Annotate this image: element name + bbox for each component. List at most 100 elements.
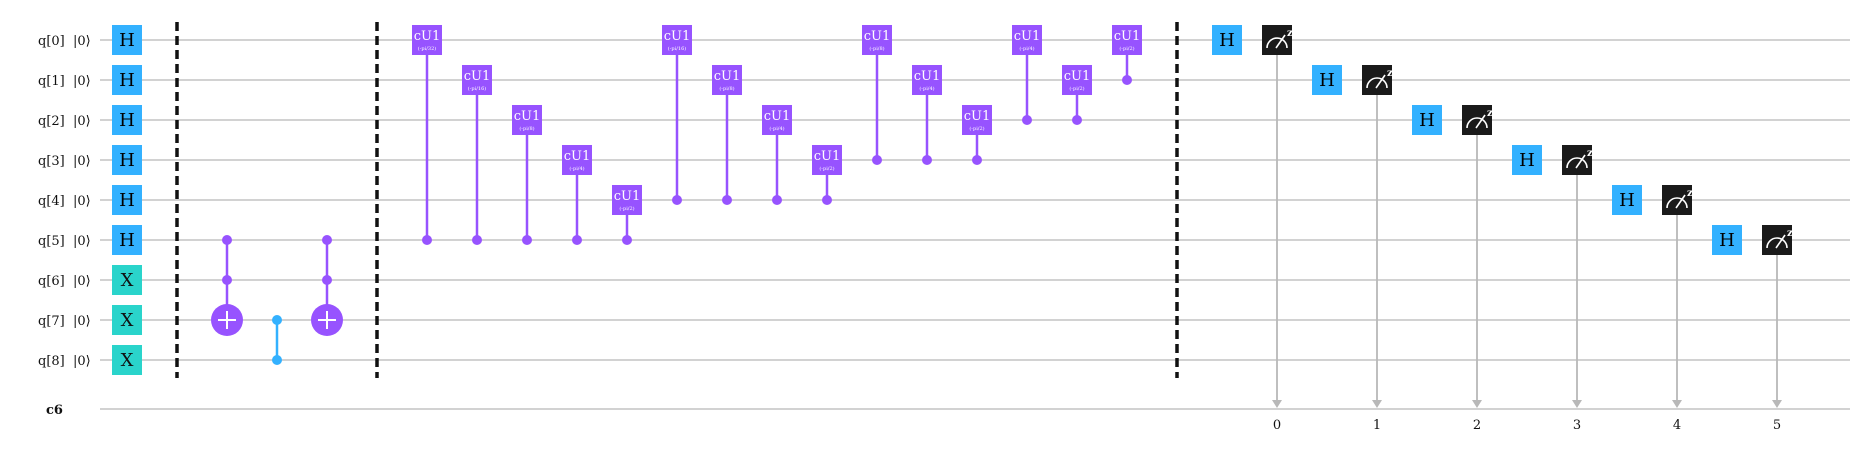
controlled-u1-gate[interactable]: cU1(-pi/4) bbox=[762, 105, 792, 205]
controlled-u1-gate[interactable]: cU1(-pi/4) bbox=[562, 145, 592, 245]
gate-label: H bbox=[1619, 190, 1635, 211]
hadamard-gate[interactable]: H bbox=[1312, 65, 1342, 95]
qubit-label: q[0] bbox=[38, 34, 65, 49]
gate-label: H bbox=[119, 150, 135, 171]
gate-label: H bbox=[119, 30, 135, 51]
gate-box bbox=[812, 145, 842, 175]
qubit-initial-state: |0⟩ bbox=[73, 274, 91, 289]
measure-gate[interactable]: z bbox=[1362, 65, 1393, 408]
controlled-u1-gate[interactable]: cU1(-pi/4) bbox=[912, 65, 942, 165]
meter-needle bbox=[1775, 234, 1786, 249]
control-dot bbox=[672, 195, 682, 205]
controlled-u1-gate[interactable]: cU1(-pi/2) bbox=[1062, 65, 1092, 125]
gate-label: H bbox=[1219, 30, 1235, 51]
meter-box bbox=[1262, 25, 1292, 55]
gate-label: cU1 bbox=[914, 69, 941, 84]
classical-bit-index: 3 bbox=[1573, 418, 1581, 433]
gate-param: (-pi/2) bbox=[619, 205, 634, 212]
measure-gate[interactable]: z bbox=[1662, 185, 1693, 408]
control-dot bbox=[322, 235, 332, 245]
measure-arrow bbox=[1672, 400, 1682, 408]
measure-gate[interactable]: z bbox=[1562, 145, 1593, 408]
controlled-u1-gate[interactable]: cU1(-pi/2) bbox=[812, 145, 842, 205]
qubit-label: q[8] bbox=[38, 354, 65, 369]
hadamard-gate[interactable]: H bbox=[1212, 25, 1242, 55]
controlled-u1-gate[interactable]: cU1(-pi/2) bbox=[612, 185, 642, 245]
gate-param: (-pi/2) bbox=[1069, 85, 1084, 92]
gate-box bbox=[912, 65, 942, 95]
toffoli-gate[interactable] bbox=[211, 235, 243, 336]
hadamard-gate[interactable]: H bbox=[1412, 105, 1442, 135]
gate-box bbox=[662, 25, 692, 55]
gate-box bbox=[112, 145, 142, 175]
gate-box bbox=[1212, 25, 1242, 55]
hadamard-gate[interactable]: H bbox=[1712, 225, 1742, 255]
hadamard-gate[interactable]: H bbox=[112, 25, 142, 55]
measure-arrow bbox=[1572, 400, 1582, 408]
measure-basis: z bbox=[1287, 28, 1293, 39]
control-dot bbox=[472, 235, 482, 245]
control-dot bbox=[1022, 115, 1032, 125]
gate-param: (-pi/8) bbox=[519, 125, 534, 132]
control-dot bbox=[972, 155, 982, 165]
meter-needle bbox=[1375, 74, 1386, 89]
controlled-u1-gate[interactable]: cU1(-pi/8) bbox=[712, 65, 742, 205]
gate-box bbox=[112, 25, 142, 55]
measure-gate[interactable]: z bbox=[1762, 225, 1793, 408]
measure-gate[interactable]: z bbox=[1262, 25, 1293, 408]
pauli-x-gate[interactable]: X bbox=[112, 265, 142, 295]
hadamard-gate[interactable]: H bbox=[112, 185, 142, 215]
gate-label: cU1 bbox=[514, 109, 541, 124]
cz-gate[interactable] bbox=[272, 315, 282, 365]
controlled-u1-gate[interactable]: cU1(-pi/2) bbox=[962, 105, 992, 165]
gate-label: cU1 bbox=[464, 69, 491, 84]
hadamard-gate[interactable]: H bbox=[1512, 145, 1542, 175]
control-dot bbox=[1072, 115, 1082, 125]
controlled-u1-gate[interactable]: cU1(-pi/16) bbox=[662, 25, 692, 205]
measure-basis: z bbox=[1387, 68, 1393, 79]
gate-box bbox=[762, 105, 792, 135]
hadamard-gate[interactable]: H bbox=[112, 145, 142, 175]
controlled-u1-gate[interactable]: cU1(-pi/4) bbox=[1012, 25, 1042, 125]
control-dot bbox=[822, 195, 832, 205]
hadamard-gate[interactable]: H bbox=[112, 65, 142, 95]
gate-label: cU1 bbox=[814, 149, 841, 164]
gate-label: cU1 bbox=[864, 29, 891, 44]
gate-label: cU1 bbox=[714, 69, 741, 84]
gate-param: (-pi/8) bbox=[869, 45, 884, 52]
meter-box bbox=[1362, 65, 1392, 95]
control-dot bbox=[772, 195, 782, 205]
controlled-u1-gate[interactable]: cU1(-pi/16) bbox=[462, 65, 492, 245]
controlled-u1-gate[interactable]: cU1(-pi/8) bbox=[512, 105, 542, 245]
toffoli-gate[interactable] bbox=[311, 235, 343, 336]
hadamard-gate[interactable]: H bbox=[112, 105, 142, 135]
measure-arrow bbox=[1272, 400, 1282, 408]
classical-bit-index: 5 bbox=[1773, 418, 1781, 433]
pauli-x-gate[interactable]: X bbox=[112, 345, 142, 375]
gate-box bbox=[1312, 65, 1342, 95]
controlled-u1-gate[interactable]: cU1(-pi/8) bbox=[862, 25, 892, 165]
hadamard-gate[interactable]: H bbox=[112, 225, 142, 255]
gate-box bbox=[112, 265, 142, 295]
pauli-x-gate[interactable]: X bbox=[112, 305, 142, 335]
controlled-u1-gate[interactable]: cU1(-pi/2) bbox=[1112, 25, 1142, 85]
meter-icon bbox=[1566, 157, 1588, 169]
gate-box bbox=[1112, 25, 1142, 55]
control-dot bbox=[222, 235, 232, 245]
gate-box bbox=[1512, 145, 1542, 175]
meter-box bbox=[1762, 225, 1792, 255]
measure-arrow bbox=[1772, 400, 1782, 408]
control-dot bbox=[272, 315, 282, 325]
control-dot bbox=[522, 235, 532, 245]
control-dot bbox=[572, 235, 582, 245]
gate-label: cU1 bbox=[1114, 29, 1141, 44]
gate-box bbox=[462, 65, 492, 95]
measure-gate[interactable]: z bbox=[1462, 105, 1493, 408]
meter-needle bbox=[1675, 194, 1686, 209]
gate-box bbox=[1062, 65, 1092, 95]
gate-box bbox=[862, 25, 892, 55]
controlled-u1-gate[interactable]: cU1(-pi/32) bbox=[412, 25, 442, 245]
gate-box bbox=[962, 105, 992, 135]
hadamard-gate[interactable]: H bbox=[1612, 185, 1642, 215]
